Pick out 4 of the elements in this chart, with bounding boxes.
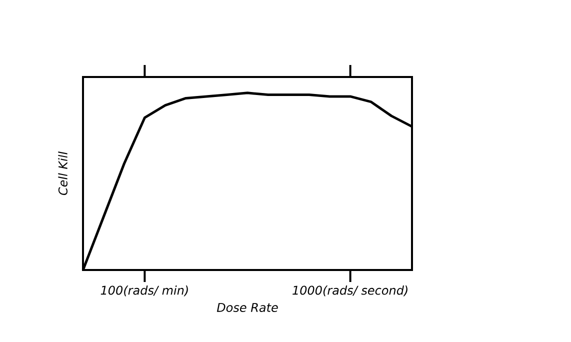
- x-axis-title: Dose Rate: [216, 303, 278, 312]
- x-tick-label: 100(rads/ min): [100, 286, 188, 296]
- x-tick-label: 1000(rads/ second): [292, 286, 408, 296]
- y-axis-title: Cell Kill: [58, 151, 68, 196]
